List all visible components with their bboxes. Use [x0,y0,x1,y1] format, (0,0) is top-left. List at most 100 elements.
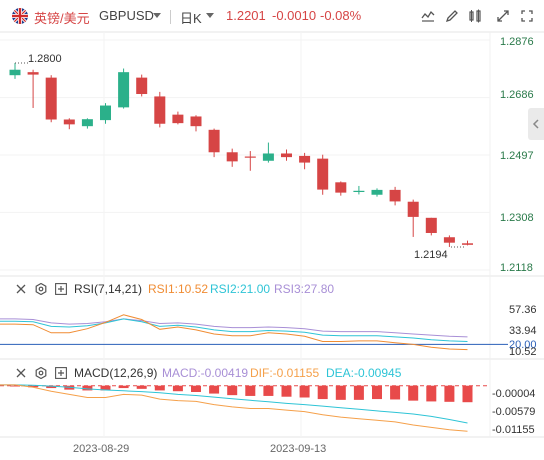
low-marker-label: 1.2194 [414,249,448,261]
pair-name: 英镑/美元 [34,11,90,26]
candle-body [443,237,455,243]
rsi-y-label: 33.94 [509,325,537,337]
current-price: 1.2201 [226,8,266,23]
symbol-selector[interactable]: GBPUSD [99,8,154,23]
rsi-y-label: 57.36 [509,304,537,316]
indicator-settings-icon[interactable] [466,7,484,25]
rsi3-value: RSI3:27.80 [274,282,335,296]
candle-body [389,189,401,202]
macd-bar [299,385,310,398]
macd-y-label: -0.00579 [492,406,536,418]
price-change-percent: -0.08% [320,8,362,23]
macd-bar [10,385,20,387]
macd-bar [263,385,274,396]
rsi-title: RSI(7,14,21) [74,282,143,296]
candle-body [299,155,311,163]
candle-body [154,96,166,124]
add-indicator-icon[interactable] [55,367,67,379]
candle-body [9,69,21,76]
chart-type-icon[interactable] [419,7,437,25]
candle-body [226,152,238,162]
rsi2-line [0,318,468,342]
chevron-down-icon[interactable] [206,13,214,18]
macd-bar [317,385,328,400]
candle-body [45,77,57,120]
fullscreen-icon[interactable] [518,7,536,25]
rsi-y-label: 10.52 [509,346,537,358]
y-axis-label: 1.2876 [500,36,534,48]
candle-body [208,129,220,153]
macd-bar [281,385,292,397]
candle-body [190,116,202,127]
rsi1-line [0,314,468,351]
macd-bar [154,385,165,391]
high-marker-label: 1.2800 [28,53,62,65]
candle-body [27,72,39,75]
macd-title: MACD(12,26,9) [74,366,158,380]
macd-bar [245,385,256,396]
macd-bar [136,385,147,389]
close-icon[interactable] [15,283,27,295]
macd-bar [227,385,238,396]
macd-value: MACD:-0.00419 [162,366,249,380]
dif-line [0,384,468,432]
chevron-down-icon[interactable] [153,13,161,18]
rsi3-line [0,318,468,338]
gear-icon[interactable] [35,367,47,379]
y-axis-label: 1.2118 [500,262,533,274]
candle-body [317,158,329,190]
candle-body [172,114,184,124]
rsi1-value: RSI1:10.52 [148,282,209,296]
candle-body [63,119,75,125]
rsi-ref-label: 20.00 [509,339,537,351]
dea-line [0,384,468,424]
macd-bar [426,385,437,402]
macd-bar [46,385,57,389]
macd-bar [462,385,473,403]
candle-body [118,72,130,108]
macd-bar [444,385,455,402]
macd-bar [100,385,111,391]
candle-body [136,77,148,95]
draw-icon[interactable] [443,7,461,25]
add-indicator-icon[interactable] [55,283,67,295]
macd-bar [172,385,183,392]
period-selector[interactable]: 日K [180,11,202,26]
y-axis-label: 1.2686 [500,89,534,101]
macd-pane-header: MACD(12,26,9) MACD:-0.00419 DIF:-0.01155… [0,364,544,382]
candle-body [462,243,473,245]
macd-bar [82,385,93,391]
x-axis-label: 2023-08-29 [73,443,130,455]
chart-header: 英镑/美元 GBPUSD 日K 1.2201 -0.0010 -0.08% [0,0,544,32]
candle-body [244,156,256,158]
price-change: -0.0010 [272,8,317,23]
y-axis-label: 1.2308 [500,212,534,224]
dif-value: DIF:-0.01155 [250,366,320,380]
candle-body [262,153,274,161]
rsi-pane-header: RSI(7,14,21) RSI1:10.52 RSI2:21.00 RSI3:… [0,280,544,298]
candle-body [371,189,383,195]
candle-body [407,201,419,217]
candle-body [425,217,437,233]
gear-icon[interactable] [35,283,47,295]
candle-body [100,105,111,121]
macd-bar [209,385,220,394]
side-panel-tab[interactable] [528,108,544,140]
candle-body [335,182,347,193]
candle-body [81,119,93,127]
x-axis-label: 2023-09-13 [270,443,327,455]
close-icon[interactable] [15,367,27,379]
dea-value: DEA:-0.00945 [326,366,402,380]
macd-bar [390,385,401,400]
rsi2-value: RSI2:21.00 [210,282,271,296]
macd-bar [408,385,419,401]
divider [170,10,171,24]
expand-icon[interactable] [494,7,512,25]
macd-bar [372,385,382,400]
macd-bar [353,385,364,400]
macd-bar [335,385,346,400]
macd-y-label: -0.01155 [492,424,535,436]
macd-bar [28,385,39,388]
y-axis-label: 1.2497 [500,150,534,162]
